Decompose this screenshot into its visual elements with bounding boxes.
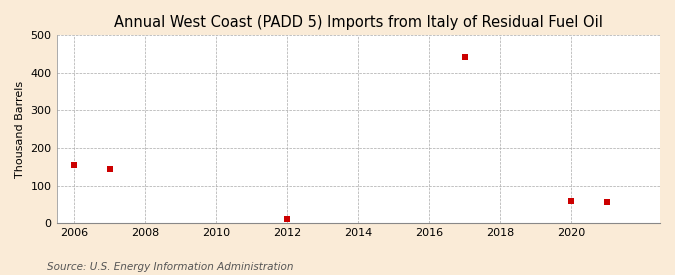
Text: Source: U.S. Energy Information Administration: Source: U.S. Energy Information Administ…	[47, 262, 294, 272]
Y-axis label: Thousand Barrels: Thousand Barrels	[15, 81, 25, 178]
Title: Annual West Coast (PADD 5) Imports from Italy of Residual Fuel Oil: Annual West Coast (PADD 5) Imports from …	[114, 15, 603, 30]
